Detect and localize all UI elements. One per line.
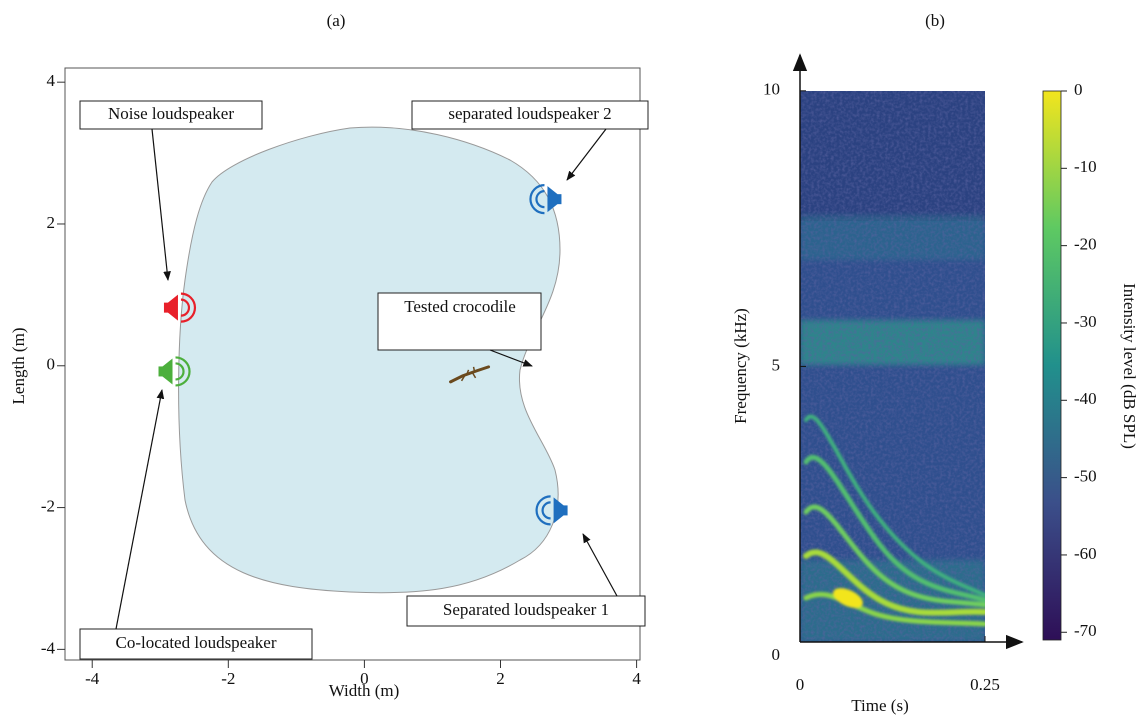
x-tick-label: 4 xyxy=(632,669,641,688)
label-box xyxy=(79,628,313,660)
y-tick-label: -2 xyxy=(41,496,55,515)
annotation: Noise loudspeaker xyxy=(108,104,234,123)
arrow xyxy=(566,128,607,181)
y-tick-label: -4 xyxy=(41,638,56,657)
colorbar-title: Intensity level (dB SPL) xyxy=(1120,283,1139,449)
x-tick-label: -4 xyxy=(85,669,100,688)
colorbar-tick-label: -50 xyxy=(1074,467,1097,486)
arrow xyxy=(582,533,618,597)
y-tick-label: 4 xyxy=(47,71,56,90)
panel-title: (b) xyxy=(925,11,945,30)
x-tick-label: -2 xyxy=(221,669,235,688)
speaker-cone xyxy=(162,358,173,385)
annotation: Co-located loudspeaker xyxy=(116,633,277,652)
x-tick-label: 0 xyxy=(796,675,805,694)
crocodile-body xyxy=(449,365,491,384)
colorbar-tick-label: -30 xyxy=(1074,312,1097,331)
x-tick-label: 2 xyxy=(496,669,505,688)
label-box xyxy=(377,292,542,351)
x-tick-label: 0.25 xyxy=(970,675,1000,694)
arrow xyxy=(151,128,171,281)
sound-wave xyxy=(180,298,190,317)
annotation: separated loudspeaker 2 xyxy=(448,104,611,123)
colorbar xyxy=(1042,90,1062,641)
sound-wave xyxy=(175,362,185,381)
speaker-cone xyxy=(553,497,564,524)
loudspeaker xyxy=(163,292,196,323)
loudspeaker xyxy=(158,356,191,387)
speaker-cone xyxy=(547,186,558,213)
colorbar-tick-label: -10 xyxy=(1074,157,1097,176)
colorbar-tick-label: -20 xyxy=(1074,235,1097,254)
x-tick-label: 0 xyxy=(360,669,369,688)
loudspeaker xyxy=(529,184,562,215)
arrow xyxy=(115,389,165,630)
colorbar-tick-label: -40 xyxy=(1074,389,1097,408)
annotation: Separated loudspeaker 1 xyxy=(443,600,609,619)
speaker-cone xyxy=(167,294,178,321)
y-tick-label: 5 xyxy=(772,355,781,374)
annotation: Tested crocodile xyxy=(404,297,516,316)
x-axis-title: Time (s) xyxy=(851,696,908,715)
crocodile-legs xyxy=(460,366,477,382)
label-box xyxy=(79,100,263,130)
colorbar-tick-label: -70 xyxy=(1074,621,1097,640)
y-tick-label: 0 xyxy=(772,645,781,664)
y-tick-label: 10 xyxy=(763,80,780,99)
loudspeaker xyxy=(535,495,568,526)
spectrogram xyxy=(800,91,985,642)
panel-title: (a) xyxy=(327,11,346,30)
y-tick-label: 2 xyxy=(47,213,56,232)
y-axis-title: Length (m) xyxy=(9,328,28,405)
sound-wave xyxy=(529,184,545,215)
sound-wave xyxy=(541,501,551,520)
y-axis-title: Frequency (kHz) xyxy=(731,308,750,424)
colorbar-tick-label: -60 xyxy=(1074,544,1097,563)
arrow xyxy=(489,349,533,367)
y-tick-label: 0 xyxy=(47,355,56,374)
sound-wave xyxy=(175,356,191,387)
sound-wave xyxy=(180,292,196,323)
label-box xyxy=(406,595,646,627)
x-axis-title: Width (m) xyxy=(329,681,400,700)
label-box xyxy=(411,100,649,130)
crocodile xyxy=(449,365,491,384)
sound-wave xyxy=(535,190,545,209)
colorbar-tick-label: 0 xyxy=(1074,80,1083,99)
sound-wave xyxy=(535,495,551,526)
arena xyxy=(178,126,561,594)
